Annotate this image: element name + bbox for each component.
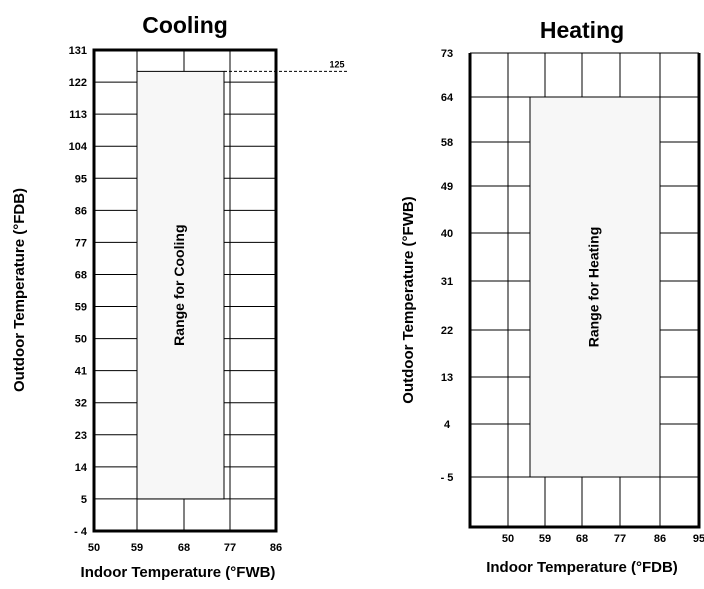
heating-y-tick-label: 13	[441, 372, 453, 384]
cooling-x-axis-label: Indoor Temperature (°FWB)	[81, 564, 276, 581]
heating-y-tick-label: 49	[441, 181, 453, 193]
heating-y-tick-label: 73	[441, 48, 453, 60]
cooling-x-tick-label: 77	[224, 542, 236, 554]
cooling-y-tick-label: 5	[81, 494, 87, 506]
cooling-y-tick-label: 32	[75, 398, 87, 410]
cooling-chart	[92, 48, 348, 533]
cooling-x-tick-label: 86	[270, 542, 282, 554]
heating-x-tick-label: 59	[539, 533, 551, 545]
cooling-y-tick-label: 14	[75, 462, 88, 474]
heating-x-tick-label: 77	[614, 533, 626, 545]
cooling-range-box	[136, 70, 225, 500]
cooling-y-tick-label: 59	[75, 302, 87, 314]
cooling-x-tick-label: 68	[178, 542, 190, 554]
heating-y-tick-label: 58	[441, 137, 453, 149]
cooling-y-tick-label: 86	[75, 205, 87, 217]
cooling-range-label: Range for Cooling	[171, 224, 187, 345]
cooling-x-tick-label: 50	[88, 542, 100, 554]
cooling-y-tick-label: 131	[69, 45, 87, 57]
cooling-y-tick-label: 41	[75, 366, 87, 378]
cooling-annotation-label: 125	[329, 59, 344, 69]
cooling-y-tick-label: 23	[75, 430, 87, 442]
heating-range-label: Range for Heating	[586, 227, 602, 348]
cooling-title: Cooling	[142, 12, 228, 38]
cooling-y-tick-label: 95	[75, 173, 87, 185]
heating-x-axis-label: Indoor Temperature (°FDB)	[486, 559, 678, 576]
heating-y-tick-label: 22	[441, 325, 453, 337]
heating-range-box	[529, 96, 661, 478]
heating-y-tick-label: 40	[441, 228, 453, 240]
cooling-y-tick-label: 77	[75, 237, 87, 249]
cooling-y-axis-label: Outdoor Temperature (°FDB)	[11, 188, 28, 392]
heating-y-tick-label: 64	[441, 92, 454, 104]
cooling-x-tick-label: 59	[131, 542, 143, 554]
heating-y-tick-label: 4	[444, 419, 451, 431]
heating-frame	[468, 53, 701, 529]
cooling-y-tick-label: 122	[69, 77, 87, 89]
heating-x-tick-label: 95	[693, 533, 704, 545]
heating-y-tick-label: - 5	[441, 472, 454, 484]
cooling-y-tick-label: - 4	[74, 526, 88, 538]
heating-chart	[468, 52, 701, 529]
cooling-frame	[92, 48, 278, 533]
cooling-y-tick-label: 104	[69, 141, 88, 153]
cooling-y-tick-label: 113	[69, 109, 87, 121]
heating-x-tick-label: 86	[654, 533, 666, 545]
heating-y-axis-label: Outdoor Temperature (°FWB)	[400, 196, 417, 403]
cooling-y-tick-label: 68	[75, 269, 87, 281]
heating-title: Heating	[540, 17, 624, 43]
cooling-y-tick-label: 50	[75, 334, 87, 346]
heating-y-tick-label: 31	[441, 276, 453, 288]
heating-x-tick-label: 50	[502, 533, 514, 545]
heating-x-tick-label: 68	[576, 533, 588, 545]
